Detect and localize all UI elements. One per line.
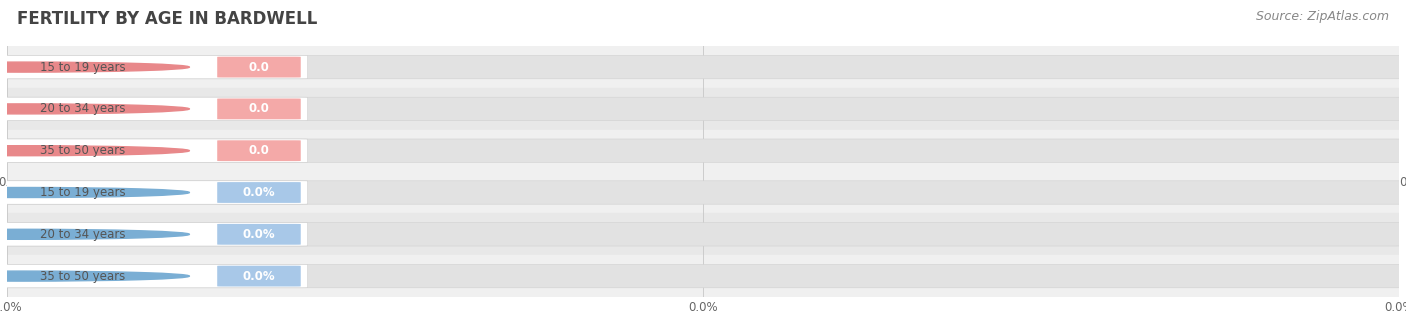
Circle shape — [0, 104, 190, 114]
FancyBboxPatch shape — [1, 139, 1403, 162]
Text: 0.0%: 0.0% — [243, 228, 276, 241]
Bar — [7, 255, 1399, 297]
Bar — [7, 214, 1399, 255]
Circle shape — [0, 146, 190, 156]
Text: 0.0: 0.0 — [249, 102, 270, 115]
Text: 20 to 34 years: 20 to 34 years — [41, 102, 127, 115]
FancyBboxPatch shape — [217, 98, 301, 119]
Circle shape — [0, 187, 190, 198]
Bar — [7, 88, 1399, 130]
Text: 15 to 19 years: 15 to 19 years — [41, 186, 127, 199]
Bar — [7, 46, 1399, 88]
FancyBboxPatch shape — [1, 97, 1403, 120]
Text: 0.0: 0.0 — [249, 61, 270, 74]
Circle shape — [0, 271, 190, 281]
Text: 35 to 50 years: 35 to 50 years — [41, 270, 125, 282]
FancyBboxPatch shape — [1, 223, 308, 246]
FancyBboxPatch shape — [1, 55, 1403, 79]
FancyBboxPatch shape — [1, 97, 308, 120]
FancyBboxPatch shape — [217, 140, 301, 161]
Circle shape — [0, 62, 190, 72]
FancyBboxPatch shape — [217, 57, 301, 78]
FancyBboxPatch shape — [1, 55, 308, 79]
Text: 15 to 19 years: 15 to 19 years — [41, 61, 127, 74]
FancyBboxPatch shape — [217, 224, 301, 245]
Text: 0.0%: 0.0% — [243, 270, 276, 282]
FancyBboxPatch shape — [217, 182, 301, 203]
Text: 0.0: 0.0 — [249, 144, 270, 157]
FancyBboxPatch shape — [1, 181, 1403, 204]
FancyBboxPatch shape — [217, 266, 301, 286]
Bar — [7, 172, 1399, 214]
Bar — [7, 130, 1399, 172]
FancyBboxPatch shape — [1, 264, 308, 288]
Text: 0.0%: 0.0% — [243, 186, 276, 199]
Text: Source: ZipAtlas.com: Source: ZipAtlas.com — [1256, 10, 1389, 23]
FancyBboxPatch shape — [1, 181, 308, 204]
FancyBboxPatch shape — [1, 223, 1403, 246]
Text: FERTILITY BY AGE IN BARDWELL: FERTILITY BY AGE IN BARDWELL — [17, 10, 318, 28]
FancyBboxPatch shape — [1, 264, 1403, 288]
Text: 20 to 34 years: 20 to 34 years — [41, 228, 127, 241]
Circle shape — [0, 229, 190, 239]
Text: 35 to 50 years: 35 to 50 years — [41, 144, 125, 157]
FancyBboxPatch shape — [1, 139, 308, 162]
